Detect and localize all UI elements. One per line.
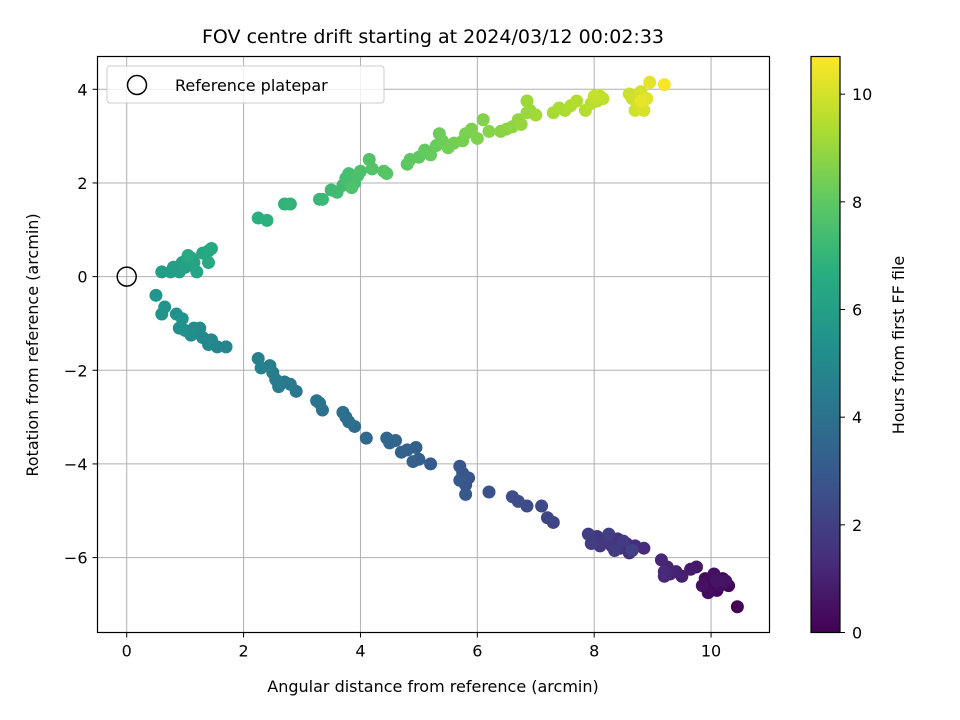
data-point xyxy=(695,579,709,593)
data-point xyxy=(625,544,639,558)
x-tick-label: 6 xyxy=(472,642,482,661)
data-point xyxy=(406,455,420,469)
data-point xyxy=(730,600,744,614)
data-point xyxy=(260,213,274,227)
data-point xyxy=(710,574,724,588)
data-point xyxy=(482,485,496,499)
data-point xyxy=(453,473,467,487)
x-tick-label: 8 xyxy=(589,642,599,661)
data-point xyxy=(482,124,496,138)
data-point xyxy=(459,487,473,501)
colorbar-label: Hours from first FF file xyxy=(889,256,908,435)
data-point xyxy=(310,394,324,408)
colorbar-tick-label: 2 xyxy=(852,516,862,535)
data-point xyxy=(616,534,630,548)
x-tick-label: 0 xyxy=(122,642,132,661)
data-point xyxy=(505,490,519,504)
data-point xyxy=(654,553,668,567)
data-point xyxy=(380,431,394,445)
data-point xyxy=(643,75,657,89)
colorbar-tick-label: 0 xyxy=(852,624,862,643)
data-point xyxy=(283,197,297,211)
data-point xyxy=(540,511,554,525)
data-point xyxy=(529,108,543,122)
y-axis: −6 −4 −2 0 2 4 xyxy=(64,80,98,568)
y-tick-label: 0 xyxy=(77,268,87,287)
data-point xyxy=(424,148,438,162)
data-point xyxy=(353,164,367,178)
reference-point-marker xyxy=(116,266,137,287)
colorbar-tick-label: 6 xyxy=(852,301,862,320)
data-point xyxy=(175,312,189,326)
data-point xyxy=(251,352,265,366)
y-tick-label: 4 xyxy=(77,80,87,99)
y-axis-label: Rotation from reference (arcmin) xyxy=(23,213,42,476)
data-point xyxy=(424,457,438,471)
legend-entry: Reference platepar xyxy=(175,76,328,95)
data-point xyxy=(315,192,329,206)
data-point xyxy=(657,565,671,579)
x-tick-label: 10 xyxy=(701,642,721,661)
data-point xyxy=(359,431,373,445)
data-point xyxy=(464,122,478,136)
data-point xyxy=(476,113,490,127)
y-tick-label: −2 xyxy=(64,361,88,380)
plot-frame xyxy=(96,55,771,634)
data-point xyxy=(149,288,163,302)
data-points xyxy=(149,75,744,614)
data-point xyxy=(394,445,408,459)
x-axis-label: Angular distance from reference (arcmin) xyxy=(267,677,598,696)
data-point xyxy=(342,415,356,429)
data-point xyxy=(514,117,528,131)
y-tick-label: 2 xyxy=(77,174,87,193)
data-point xyxy=(365,162,379,176)
data-point xyxy=(684,562,698,576)
data-point xyxy=(587,89,601,103)
y-tick-label: −6 xyxy=(64,549,88,568)
data-point xyxy=(608,544,622,558)
data-point xyxy=(204,242,218,255)
colorbar-ticks: 0 2 4 6 8 10 xyxy=(840,85,872,643)
legend: Reference platepar xyxy=(106,65,385,104)
data-point xyxy=(470,131,484,145)
chart-title: FOV centre drift starting at 2024/03/12 … xyxy=(202,26,664,48)
data-point xyxy=(190,265,204,279)
data-point xyxy=(520,94,534,108)
data-point xyxy=(380,167,394,181)
data-point xyxy=(453,459,467,473)
x-tick-label: 4 xyxy=(355,642,365,661)
data-point xyxy=(584,537,598,551)
data-point xyxy=(345,181,359,195)
legend-marker-icon xyxy=(126,74,148,96)
colorbar-tick-label: 8 xyxy=(852,193,862,212)
y-tick-label: −4 xyxy=(64,455,88,474)
x-axis: 0 2 4 6 8 10 xyxy=(122,632,721,661)
data-point xyxy=(634,94,648,108)
x-tick-label: 2 xyxy=(238,642,248,661)
colorbar-gradient xyxy=(810,55,841,634)
data-point xyxy=(181,249,195,263)
data-point xyxy=(336,405,350,419)
data-point xyxy=(602,527,616,541)
data-point xyxy=(155,307,169,321)
data-point xyxy=(570,94,584,108)
colorbar-tick-label: 4 xyxy=(852,408,862,427)
data-point xyxy=(202,256,216,270)
colorbar: 0 2 4 6 8 10 Hours from first FF file xyxy=(810,55,908,643)
data-point xyxy=(535,499,549,513)
legend-box xyxy=(106,65,385,104)
colorbar-tick-label: 10 xyxy=(852,85,872,104)
data-point xyxy=(657,78,671,92)
